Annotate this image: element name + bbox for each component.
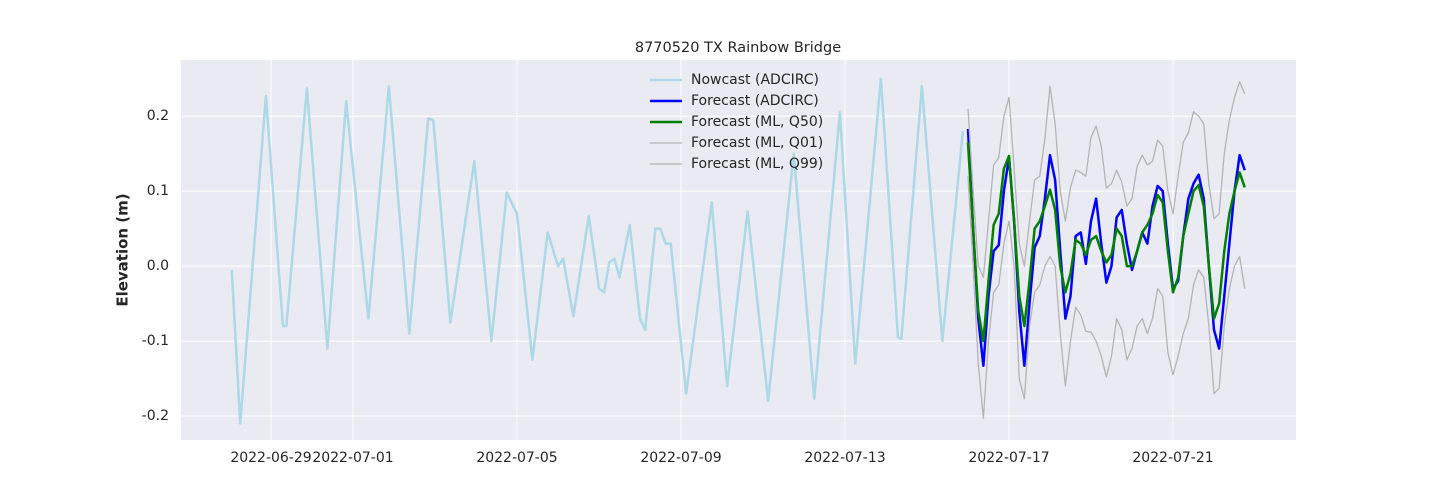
y-tick-label: 0.0 bbox=[147, 258, 169, 274]
legend-label: Nowcast (ADCIRC) bbox=[691, 72, 819, 88]
legend-label: Forecast (ADCIRC) bbox=[691, 93, 819, 109]
legend-label: Forecast (ML, Q99) bbox=[691, 156, 823, 172]
series-line bbox=[966, 142, 1246, 343]
y-axis-label: Elevation (m) bbox=[114, 193, 132, 306]
legend-label: Forecast (ML, Q01) bbox=[691, 135, 823, 151]
series-line bbox=[230, 77, 965, 425]
x-tick-label: 2022-07-17 bbox=[968, 450, 1049, 466]
x-tick-label: 2022-06-29 bbox=[230, 450, 311, 466]
x-tick-label: 2022-07-09 bbox=[640, 450, 721, 466]
x-tick-label: 2022-07-21 bbox=[1132, 450, 1213, 466]
series-line bbox=[967, 81, 1246, 279]
x-tick-label: 2022-07-01 bbox=[312, 450, 393, 466]
y-tick-label: 0.2 bbox=[147, 108, 169, 124]
y-tick-label: -0.2 bbox=[142, 408, 169, 424]
chart-title: 8770520 TX Rainbow Bridge bbox=[635, 40, 841, 56]
x-tick-label: 2022-07-05 bbox=[476, 450, 557, 466]
x-tick-label: 2022-07-13 bbox=[804, 450, 885, 466]
series-line bbox=[967, 176, 1246, 419]
y-tick-label: -0.1 bbox=[142, 333, 169, 349]
legend-label: Forecast (ML, Q50) bbox=[691, 114, 823, 130]
y-tick-label: 0.1 bbox=[147, 183, 169, 199]
plot-area bbox=[181, 60, 1296, 440]
